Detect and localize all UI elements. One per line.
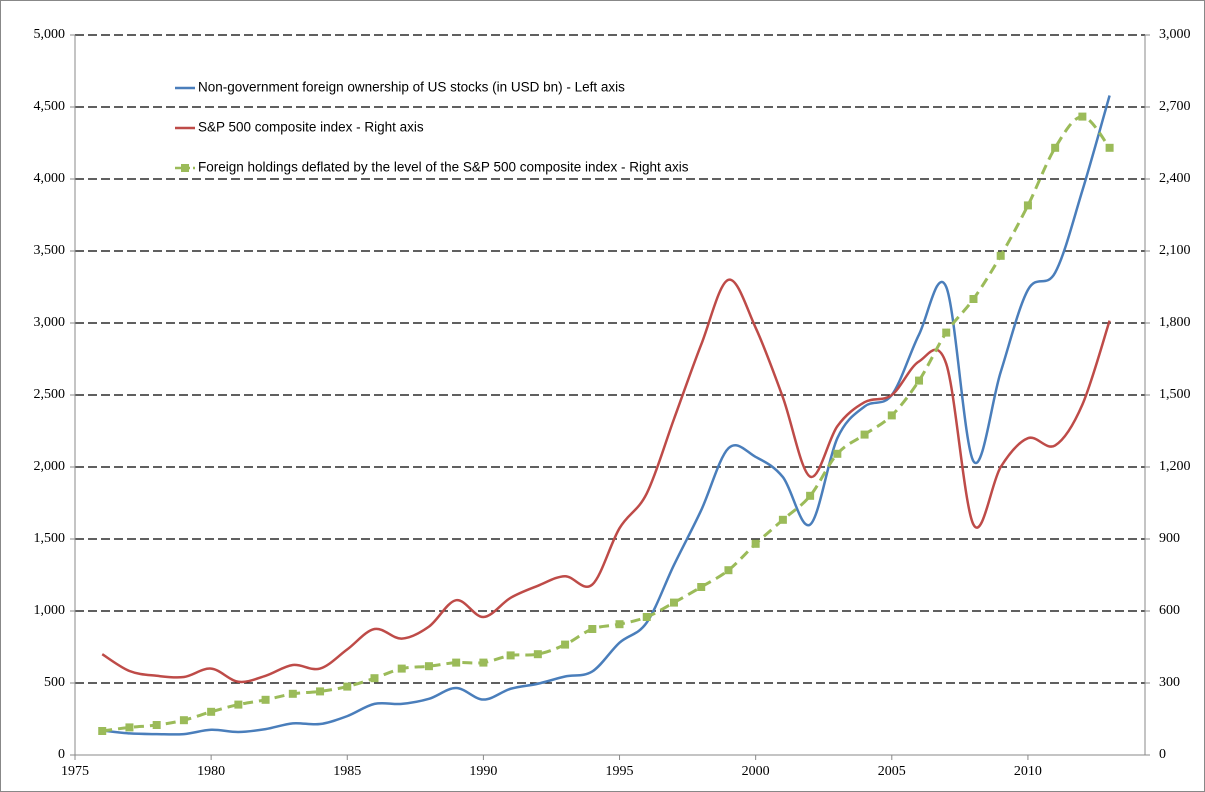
series-marker [833,449,842,458]
series-marker [125,723,134,732]
series-marker [642,613,651,621]
series-marker [533,650,542,659]
x-tick-label: 2010 [1014,764,1042,779]
series-marker [424,662,433,671]
y-tick-label: 1,000 [34,603,66,618]
series-marker [98,727,107,735]
x-tick-label: 1980 [197,764,225,779]
x-tick-label: 1995 [606,764,634,779]
series-line [101,278,1111,684]
series-marker [288,689,297,698]
series-marker [751,539,760,548]
series-marker [1023,201,1032,210]
y2-tick-label: 3,000 [1159,27,1191,42]
series-marker [1105,143,1114,152]
series-marker [969,295,978,303]
series-marker [697,583,706,591]
series-marker [806,491,815,500]
series-marker [588,625,597,633]
y2-tick-label: 2,400 [1159,171,1191,186]
series-marker [316,687,325,696]
y2-tick-label: 600 [1159,603,1180,618]
series-marker [397,664,406,673]
series-marker [561,640,570,649]
series-marker [887,411,896,420]
series-marker [996,251,1005,260]
x-tick-label: 1990 [469,764,497,779]
series-marker [179,716,188,725]
series-marker [152,721,161,729]
legend-label: S&P 500 composite index - Right axis [198,120,424,135]
y2-tick-label: 2,700 [1159,99,1191,114]
x-tick-label: 1975 [61,764,89,779]
y-tick-label: 500 [44,675,65,690]
series-marker [370,674,379,683]
series-marker [724,566,733,575]
y-tick-label: 1,500 [34,531,66,546]
y-tick-label: 2,000 [34,459,66,474]
y2-tick-label: 0 [1159,747,1166,762]
series-marker [207,707,216,716]
series-marker [506,651,515,660]
series-marker [452,658,461,667]
series-marker [942,328,951,337]
y-tick-label: 3,500 [34,243,66,258]
y-tick-label: 5,000 [34,27,66,42]
x-tick-label: 1985 [333,764,361,779]
series-marker [234,700,243,709]
legend-marker [181,164,189,172]
series-marker [860,430,869,439]
series-marker [669,598,678,607]
series-marker [479,658,488,667]
series-marker [261,695,270,704]
series-marker [915,376,924,385]
y2-tick-label: 1,200 [1159,459,1191,474]
series-marker [1051,143,1060,152]
y2-tick-label: 1,500 [1159,387,1191,402]
y-tick-label: 3,000 [34,315,66,330]
y-tick-label: 4,500 [34,99,66,114]
y2-tick-label: 1,800 [1159,315,1191,330]
y2-tick-label: 2,100 [1159,243,1191,258]
legend-label: Foreign holdings deflated by the level o… [198,160,689,175]
y2-tick-label: 300 [1159,675,1180,690]
y2-tick-label: 900 [1159,531,1180,546]
y-tick-label: 4,000 [34,171,66,186]
legend-label: Non-government foreign ownership of US s… [198,80,625,95]
y-tick-label: 2,500 [34,387,66,402]
series-line [102,95,1111,736]
y-tick-label: 0 [58,747,65,762]
series-marker [1078,112,1087,121]
x-tick-label: 2000 [742,764,770,779]
series-marker [343,682,352,691]
x-tick-label: 2005 [878,764,906,779]
series-marker [615,620,624,629]
series-marker [778,515,787,524]
